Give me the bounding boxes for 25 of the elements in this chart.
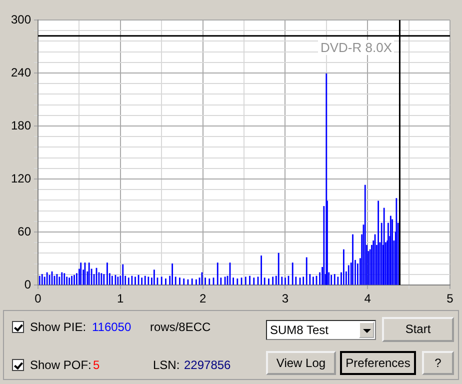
y-tick-label: 240 — [10, 65, 32, 80]
text: View Log — [266, 351, 336, 375]
y-tick-label: 300 — [10, 12, 32, 26]
y-tick-label: 0 — [24, 277, 32, 292]
annotation: DVD-R 8.0X — [318, 40, 394, 55]
text: Show POF: — [30, 358, 92, 372]
text: Show PIE: — [30, 320, 86, 334]
y-tick-label: 180 — [10, 118, 32, 132]
text: ? — [422, 351, 454, 375]
text: 2297856 — [184, 358, 231, 372]
x-tick-label: 4 — [364, 292, 372, 306]
text: LSN: — [153, 358, 180, 372]
text: SUM8 Test — [270, 323, 328, 337]
y-tick-label: 120 — [10, 171, 32, 186]
text: Preferences — [340, 351, 416, 375]
x-tick-label: 5 — [446, 292, 454, 306]
text: 116050 — [92, 320, 132, 334]
text: rows/8ECC — [150, 320, 211, 334]
x-tick-label: 3 — [282, 292, 289, 306]
x-tick-label: 2 — [199, 292, 206, 306]
text: Start — [382, 317, 454, 342]
x-tick-label: 1 — [117, 292, 124, 306]
text: 5 — [93, 358, 100, 372]
x-tick-label: 0 — [34, 292, 42, 306]
y-tick-label: 60 — [18, 224, 32, 238]
